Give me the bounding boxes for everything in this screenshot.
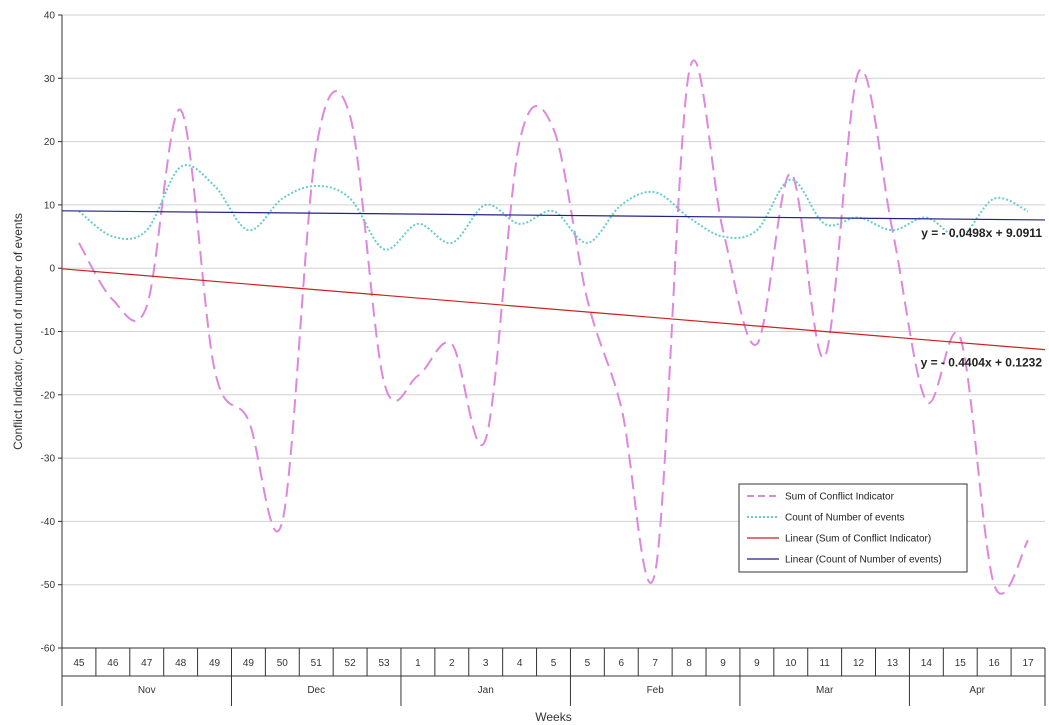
y-tick-label: 10 (44, 200, 56, 211)
x-axis-title: Weeks (535, 710, 571, 724)
y-tick-label: -40 (41, 517, 56, 528)
legend-label: Linear (Count of Number of events) (785, 555, 942, 566)
x-tick-label: 51 (311, 658, 323, 669)
x-tick-label: 10 (785, 658, 797, 669)
x-tick-label: 13 (887, 658, 899, 669)
series (61, 59, 1046, 595)
x-tick-label: 15 (955, 658, 967, 669)
y-tick-label: -30 (41, 454, 56, 465)
x-tick-label: 49 (243, 658, 255, 669)
y-tick-label: -20 (41, 390, 56, 401)
y-tick-label: 20 (44, 137, 56, 148)
x-tick-label: 6 (619, 658, 625, 669)
series-line-3 (61, 210, 1046, 221)
y-tick-label: -50 (41, 580, 56, 591)
x-tick-label: 50 (277, 658, 289, 669)
x-tick-label: 7 (652, 658, 658, 669)
x-tick-label: 53 (378, 658, 390, 669)
month-label: Jan (478, 685, 494, 696)
x-tick-label: 1 (415, 658, 421, 669)
x-tick-label: 12 (853, 658, 865, 669)
month-label: Nov (138, 685, 156, 696)
month-label: Dec (307, 685, 325, 696)
y-tick-label: 40 (44, 11, 56, 22)
y-tick-label: 30 (44, 74, 56, 85)
series-line-2 (61, 268, 1046, 351)
x-tick-label: 16 (989, 658, 1001, 669)
x-tick-label: 8 (686, 658, 692, 669)
legend: Sum of Conflict Indicator Count of Number… (738, 483, 968, 573)
annotations: y = - 0.0498x + 9.0911 y = - 0.4404x + 0.… (921, 226, 1043, 370)
month-label: Apr (969, 685, 985, 696)
x-tick-label: 9 (754, 658, 760, 669)
x-tick-label: 5 (551, 658, 557, 669)
series-line-0 (78, 59, 1029, 595)
legend-label: Sum of Conflict Indicator (785, 492, 895, 503)
x-tick-label: 11 (819, 658, 830, 669)
x-tick-label: 17 (1022, 658, 1034, 669)
grid-lines (62, 14, 1045, 649)
x-tick-label: 45 (73, 658, 85, 669)
x-tick-label: 14 (921, 658, 933, 669)
y-tick-label: -10 (41, 327, 56, 338)
x-tick-label: 49 (209, 658, 221, 669)
x-tick-label: 4 (517, 658, 523, 669)
y-axis-title: Conflict Indicator, Count of number of e… (11, 213, 25, 450)
x-tick-label: 52 (345, 658, 357, 669)
trend-equation-label: y = - 0.4404x + 0.1232 (921, 356, 1043, 370)
legend-label: Linear (Sum of Conflict Indicator) (785, 534, 931, 545)
y-tick-label: 0 (49, 264, 55, 275)
x-tick-label: 5 (585, 658, 591, 669)
x-tick-label: 46 (107, 658, 119, 669)
trend-equation-label: y = - 0.0498x + 9.0911 (921, 226, 1042, 240)
x-tick-label: 9 (720, 658, 726, 669)
x-tick-label: 3 (483, 658, 489, 669)
month-label: Feb (647, 685, 665, 696)
x-tick-label: 47 (141, 658, 153, 669)
legend-box (738, 483, 968, 573)
x-tick-label: 48 (175, 658, 187, 669)
month-label: Mar (816, 685, 834, 696)
x-tick-label: 2 (449, 658, 455, 669)
legend-label: Count of Number of events (785, 513, 905, 524)
y-tick-label: -60 (41, 644, 56, 655)
series-line-1 (78, 164, 1029, 251)
